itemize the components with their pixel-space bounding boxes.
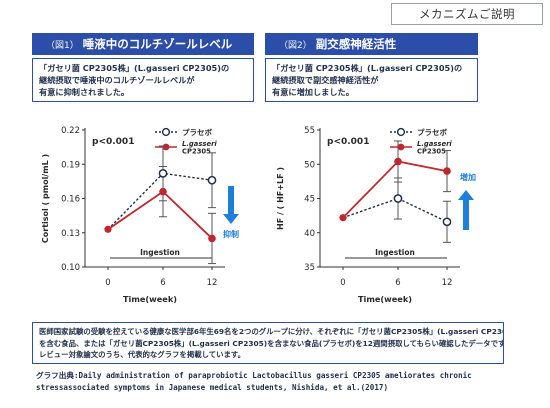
cortisol-legend-treatment-label: L.gasseri bbox=[182, 140, 217, 148]
hf-treatment-point bbox=[394, 157, 402, 166]
figure2-desc-line: 継続摂取で副交感神経活性が bbox=[272, 75, 379, 85]
hf-legend-treatment-label: CP2305 bbox=[417, 148, 446, 156]
note-line: を含む食品、または「ガセリ菌CP2305株」(L.gasseri CP2305)… bbox=[39, 338, 504, 348]
cortisol-chart: 0.10 0.13 0.16 0.19 0.22 0 6 12 Time(week) Cortis… bbox=[41, 126, 239, 304]
hf-x-axis-label: Time(week) bbox=[358, 294, 412, 304]
cortisol-annotation-label: 抑制 bbox=[223, 229, 239, 239]
cortisol-legend-placebo-label: プラセボ bbox=[182, 127, 212, 137]
cortisol-legend-treatment-label: CP2305 bbox=[182, 148, 211, 156]
hf-y-tick-label: 45 bbox=[304, 195, 315, 205]
graph-source: グラフ出典:Daily administration of paraprobio… bbox=[36, 370, 536, 394]
hf-x-tick-label: 12 bbox=[442, 278, 453, 288]
hf-y-tick-label: 40 bbox=[304, 229, 315, 239]
figure2-number: （図2） bbox=[279, 40, 312, 51]
figure1-header: （図1） 唾液中のコルチゾールレベル bbox=[32, 33, 254, 55]
figure2-desc-line: 「ガセリ菌 CP2305株」(L.gasseri CP2305)の bbox=[272, 63, 463, 73]
hf-legend-placebo-label: プラセボ bbox=[417, 127, 447, 137]
cortisol-y-axis-label: Cortisol ( pmol/mL ) bbox=[41, 154, 50, 243]
figure1-description: 「ガセリ菌 CP2305株」(L.gasseri CP2305)の 継続摂取で唾… bbox=[32, 58, 254, 102]
hf-up-arrow-icon bbox=[458, 190, 474, 230]
figure2-desc-line: 有意に増加しました。 bbox=[272, 87, 354, 97]
hf-x-tick-label: 6 bbox=[395, 278, 400, 288]
hf-legend-placebo-marker bbox=[396, 127, 406, 137]
cortisol-x-axis-label: Time(week) bbox=[123, 294, 177, 304]
hf-legend-treatment-marker bbox=[397, 143, 405, 151]
figure2-header: （図2） 副交感神経活性 bbox=[265, 33, 478, 55]
cortisol-placebo-line bbox=[107, 172, 213, 230]
note-line: レビュー対象論文のうち、代表的なグラフを掲載しています。 bbox=[39, 350, 245, 359]
figure2-title: 副交感神経活性 bbox=[315, 37, 397, 51]
cortisol-treatment-line bbox=[107, 190, 213, 240]
figure1-number: （図1） bbox=[46, 40, 79, 51]
figure1-title: 唾液中のコルチゾールレベル bbox=[82, 37, 233, 51]
note-line: 医師国家試験の受験を控えている健康な医学部6年生69名を2つのグループに分け、そ… bbox=[39, 327, 504, 336]
source-line: stressassociated symptoms in Japanese me… bbox=[36, 383, 389, 392]
cortisol-y-tick-label: 0.16 bbox=[61, 195, 80, 205]
hf-placebo-point bbox=[442, 217, 452, 227]
hf-x-tick-label: 0 bbox=[340, 278, 345, 288]
hf-placebo-line bbox=[342, 197, 448, 223]
study-note: 医師国家試験の受験を控えている健康な医学部6年生69名を2つのグループに分け、そ… bbox=[32, 322, 504, 364]
hf-treatment-line bbox=[342, 160, 448, 219]
figure1-desc-line: 有意に抑制されました。 bbox=[39, 87, 130, 97]
cortisol-x-tick-label: 6 bbox=[160, 278, 165, 288]
hf-ingestion-label: Ingestion bbox=[375, 248, 415, 257]
cortisol-y-tick-label: 0.13 bbox=[61, 229, 80, 239]
cortisol-y-tick-label: 0.19 bbox=[61, 160, 80, 170]
cortisol-p-value: p<0.001 bbox=[92, 137, 134, 147]
cortisol-ingestion-label: Ingestion bbox=[140, 248, 180, 257]
source-line: グラフ出典:Daily administration of paraprobio… bbox=[36, 371, 472, 380]
hf-p-value: p<0.001 bbox=[327, 137, 369, 147]
cortisol-placebo-point bbox=[158, 169, 168, 178]
cortisol-placebo-point bbox=[207, 175, 217, 185]
hf-legend-treatment-label: L.gasseri bbox=[417, 140, 452, 148]
hf-y-tick-label: 35 bbox=[304, 263, 315, 273]
cortisol-legend-placebo-marker bbox=[161, 127, 171, 137]
figure1-desc-line: 継続摂取で唾液中のコルチゾールレベルが bbox=[39, 75, 195, 85]
cortisol-treatment-point bbox=[208, 234, 216, 243]
cortisol-down-arrow-icon bbox=[223, 186, 239, 224]
cortisol-x-tick-label: 0 bbox=[105, 278, 110, 288]
hf-chart: 35 40 45 50 55 0 6 12 Time(week) HF / ( HF+LF ) p<… bbox=[276, 126, 476, 304]
hf-treatment-point bbox=[339, 214, 347, 222]
hf-y-tick-label: 50 bbox=[304, 160, 315, 170]
cortisol-x-tick-label: 12 bbox=[207, 278, 218, 288]
hf-y-tick-label: 55 bbox=[304, 126, 315, 136]
figure2-description: 「ガセリ菌 CP2305株」(L.gasseri CP2305)の 継続摂取で副… bbox=[265, 58, 478, 102]
figure1-desc-line: 「ガセリ菌 CP2305株」(L.gasseri CP2305)の bbox=[39, 63, 230, 73]
mechanism-tag: メカニズムご説明 bbox=[391, 3, 543, 25]
cortisol-legend-treatment-marker bbox=[162, 143, 170, 151]
hf-annotation-label: 増加 bbox=[460, 172, 476, 182]
hf-y-axis-label: HF / ( HF+LF ) bbox=[276, 167, 285, 230]
cortisol-treatment-point bbox=[104, 225, 112, 233]
hf-placebo-point bbox=[393, 194, 403, 203]
cortisol-y-tick-label: 0.10 bbox=[61, 263, 80, 273]
cortisol-y-tick-label: 0.22 bbox=[61, 126, 80, 136]
hf-treatment-point bbox=[443, 167, 451, 175]
cortisol-treatment-point bbox=[159, 187, 167, 196]
